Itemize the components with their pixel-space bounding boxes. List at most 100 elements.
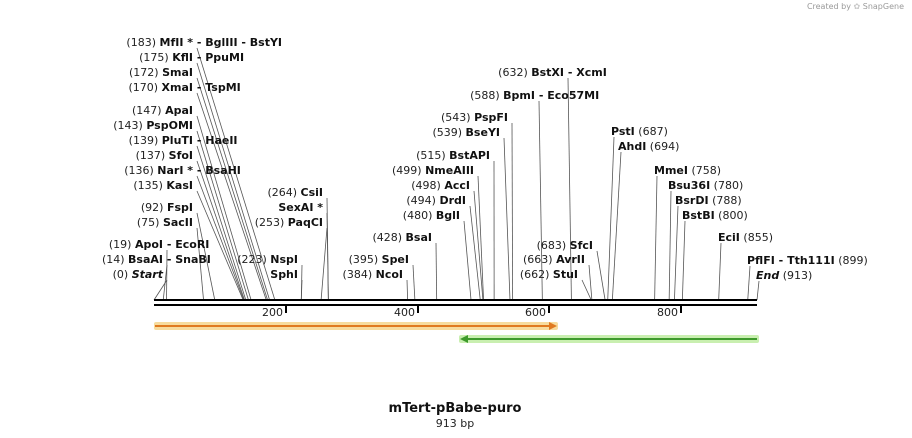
site-label[interactable]: (19) ApoI - EcoRI xyxy=(109,238,210,251)
feature-green[interactable] xyxy=(459,335,759,343)
site-label[interactable]: (663) AvrII xyxy=(523,253,585,266)
site-avrii[interactable]: (663) AvrII xyxy=(523,253,593,301)
site-ahdi[interactable]: AhdI (694) xyxy=(611,140,679,301)
site-label[interactable]: (139) PluTI - HaeII xyxy=(129,134,238,147)
site-label[interactable]: (662) StuI xyxy=(520,268,578,281)
site-label[interactable]: PstI (687) xyxy=(611,125,668,138)
feature-orange[interactable] xyxy=(154,322,558,330)
credit-text: Created by xyxy=(806,2,851,11)
site-bsu36i[interactable]: Bsu36I (780) xyxy=(668,179,743,301)
site-stui[interactable]: (662) StuI xyxy=(520,268,592,301)
site-label[interactable]: (14) BsaAI - SnaBI xyxy=(102,253,211,266)
site-apoi[interactable]: (19) ApoI - EcoRI xyxy=(109,238,210,301)
site-bstbi[interactable]: BstBI (800) xyxy=(681,209,748,301)
site-bpmi[interactable]: (588) BpmI - Eco57MI xyxy=(470,89,599,301)
site-apai[interactable]: (147) ApaI xyxy=(132,104,252,301)
site-ecii[interactable]: EciI (855) xyxy=(718,231,773,301)
site-label[interactable]: SphI xyxy=(270,268,298,281)
site-bsai[interactable]: (428) BsaI xyxy=(372,231,438,301)
site-smai[interactable]: (172) SmaI xyxy=(129,66,268,301)
site-sacii[interactable]: (75) SacII xyxy=(137,216,204,301)
site-sfci[interactable]: (683) SfcI xyxy=(537,239,606,301)
site-label[interactable]: AhdI (694) xyxy=(618,140,679,153)
site-mmei[interactable]: MmeI (758) xyxy=(654,164,721,301)
site-mfii[interactable]: (183) MfII * - BglIII - BstYI xyxy=(126,36,282,301)
site-label[interactable]: (480) BglI xyxy=(403,209,460,222)
site-label[interactable]: (395) SpeI xyxy=(349,253,409,266)
site-xmai[interactable]: (170) XmaI - TspMI xyxy=(128,81,267,301)
ruler: 200 400 600 800 xyxy=(262,306,682,319)
site-label[interactable]: (0) Start xyxy=(113,268,164,281)
site-drdi[interactable]: (494) DrdI xyxy=(406,194,481,301)
site-end[interactable]: End (913) xyxy=(756,269,812,301)
site-label[interactable]: (135) KasI xyxy=(133,179,193,192)
site-label[interactable]: (499) NmeAIII xyxy=(392,164,474,177)
site-paqci[interactable]: (253) PaqCI xyxy=(255,216,328,301)
site-label[interactable]: (183) MfII * - BglIII - BstYI xyxy=(126,36,282,49)
site-acci[interactable]: (498) AccI xyxy=(411,179,484,301)
site-label[interactable]: (494) DrdI xyxy=(406,194,466,207)
site-nmeaiii[interactable]: (499) NmeAIII xyxy=(392,164,484,301)
site-connector xyxy=(196,130,249,301)
site-spei[interactable]: (395) SpeI xyxy=(349,253,416,301)
site-connector xyxy=(681,220,686,301)
site-label[interactable]: (384) NcoI xyxy=(343,268,403,281)
site-label[interactable]: (428) BsaI xyxy=(372,231,432,244)
site-connector xyxy=(747,265,751,301)
site-connector xyxy=(300,279,303,301)
site-kasi[interactable]: (135) KasI xyxy=(133,179,244,301)
site-label[interactable]: (253) PaqCI xyxy=(255,216,323,229)
site-label[interactable]: (136) NarI * - BsaHI xyxy=(124,164,241,177)
site-label[interactable]: (147) ApaI xyxy=(132,104,193,117)
site-connector xyxy=(581,279,592,301)
site-bstxi[interactable]: (632) BstXI - XcmI xyxy=(498,66,607,301)
site-label[interactable]: (172) SmaI xyxy=(129,66,193,79)
site-ncoi[interactable]: (384) NcoI xyxy=(343,268,409,301)
site-pspfi[interactable]: (543) PspFI xyxy=(441,111,514,301)
site-nari[interactable]: (136) NarI * - BsaHI xyxy=(124,164,245,301)
site-label[interactable]: (264) CsiI xyxy=(267,186,323,199)
site-bsaai[interactable]: (14) BsaAI - SnaBI xyxy=(102,253,211,301)
site-label[interactable]: BsrDI (788) xyxy=(675,194,742,207)
site-label[interactable]: BstBI (800) xyxy=(682,209,748,222)
site-label[interactable]: (632) BstXI - XcmI xyxy=(498,66,607,79)
site-connector xyxy=(477,175,484,301)
site-sfoi[interactable]: (137) SfoI xyxy=(136,149,245,301)
site-bseyi[interactable]: (539) BseYI xyxy=(432,126,511,301)
site-label[interactable]: (588) BpmI - Eco57MI xyxy=(470,89,599,102)
site-label[interactable]: (137) SfoI xyxy=(136,149,193,162)
site-label[interactable]: (175) KflI - PpuMI xyxy=(139,51,244,64)
site-sexai[interactable]: SexAI * xyxy=(278,201,329,301)
site-connector xyxy=(196,77,268,301)
site-label[interactable]: (92) FspI xyxy=(141,201,193,214)
site-label[interactable]: PflFI - Tth111I (899) xyxy=(747,254,868,267)
site-bsrdi[interactable]: BsrDI (788) xyxy=(674,194,742,301)
site-label[interactable]: EciI (855) xyxy=(718,231,773,244)
site-label[interactable]: MmeI (758) xyxy=(654,164,721,177)
site-psti[interactable]: PstI (687) xyxy=(607,125,668,301)
site-connector xyxy=(463,220,472,301)
site-label[interactable]: Bsu36I (780) xyxy=(668,179,743,192)
site-start[interactable]: (0) Start xyxy=(113,268,168,301)
site-label[interactable]: (223) NspI xyxy=(237,253,298,266)
site-label[interactable]: (515) BstAPI xyxy=(416,149,490,162)
site-sphi[interactable]: SphI xyxy=(270,268,303,301)
site-bstapi[interactable]: (515) BstAPI xyxy=(416,149,495,301)
site-bgli[interactable]: (480) BglI xyxy=(403,209,472,301)
site-kfli[interactable]: (175) KflI - PpuMI xyxy=(139,51,270,301)
site-pspomi[interactable]: (143) PspOMI xyxy=(113,119,249,301)
site-pluti[interactable]: (139) PluTI - HaeII xyxy=(129,134,247,301)
site-label[interactable]: (539) BseYI xyxy=(432,126,500,139)
tick-label: 200 xyxy=(262,306,283,319)
site-pflfi[interactable]: PflFI - Tth111I (899) xyxy=(747,254,868,301)
site-fspi[interactable]: (92) FspI xyxy=(141,201,216,301)
site-label[interactable]: End (913) xyxy=(756,269,812,282)
site-label[interactable]: SexAI * xyxy=(278,201,323,214)
site-label[interactable]: (170) XmaI - TspMI xyxy=(128,81,240,94)
site-label[interactable]: (75) SacII xyxy=(137,216,193,229)
site-label[interactable]: (543) PspFI xyxy=(441,111,508,124)
site-label[interactable]: (143) PspOMI xyxy=(113,119,193,132)
site-label[interactable]: (498) AccI xyxy=(411,179,470,192)
site-label[interactable]: (683) SfcI xyxy=(537,239,593,252)
